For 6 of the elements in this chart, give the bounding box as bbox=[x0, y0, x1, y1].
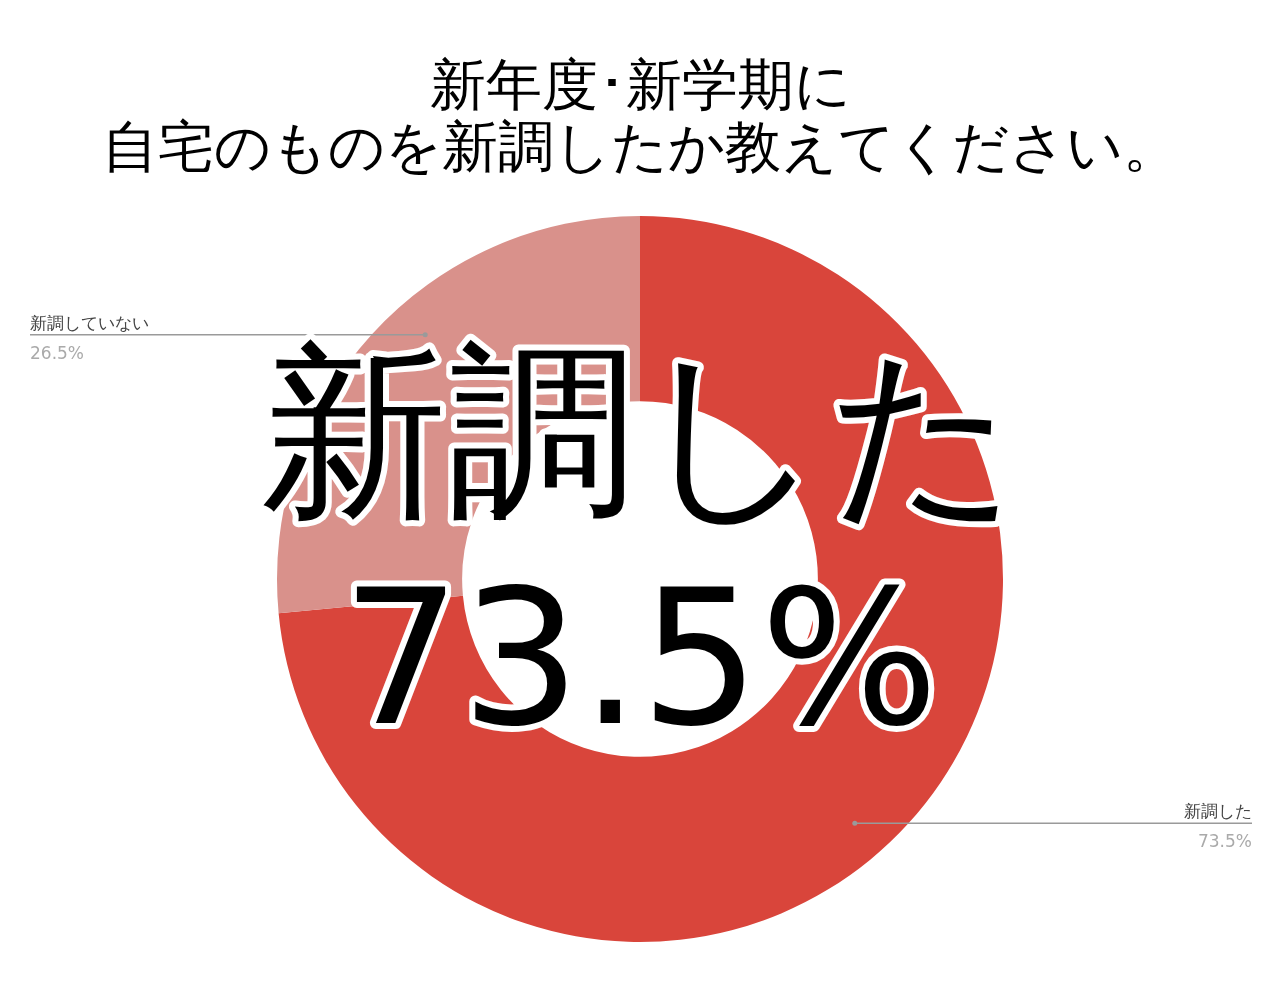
chart-title: 新年度･新学期に bbox=[428, 52, 852, 117]
slice-label: 新調した bbox=[1184, 801, 1252, 822]
chart-subtitle: 自宅のものを新調したか教えてください。 bbox=[100, 114, 1180, 179]
data-label: 73.5% bbox=[1197, 831, 1252, 852]
data-label: 26.5% bbox=[30, 342, 85, 363]
slice-label: 新調していない bbox=[30, 312, 149, 333]
